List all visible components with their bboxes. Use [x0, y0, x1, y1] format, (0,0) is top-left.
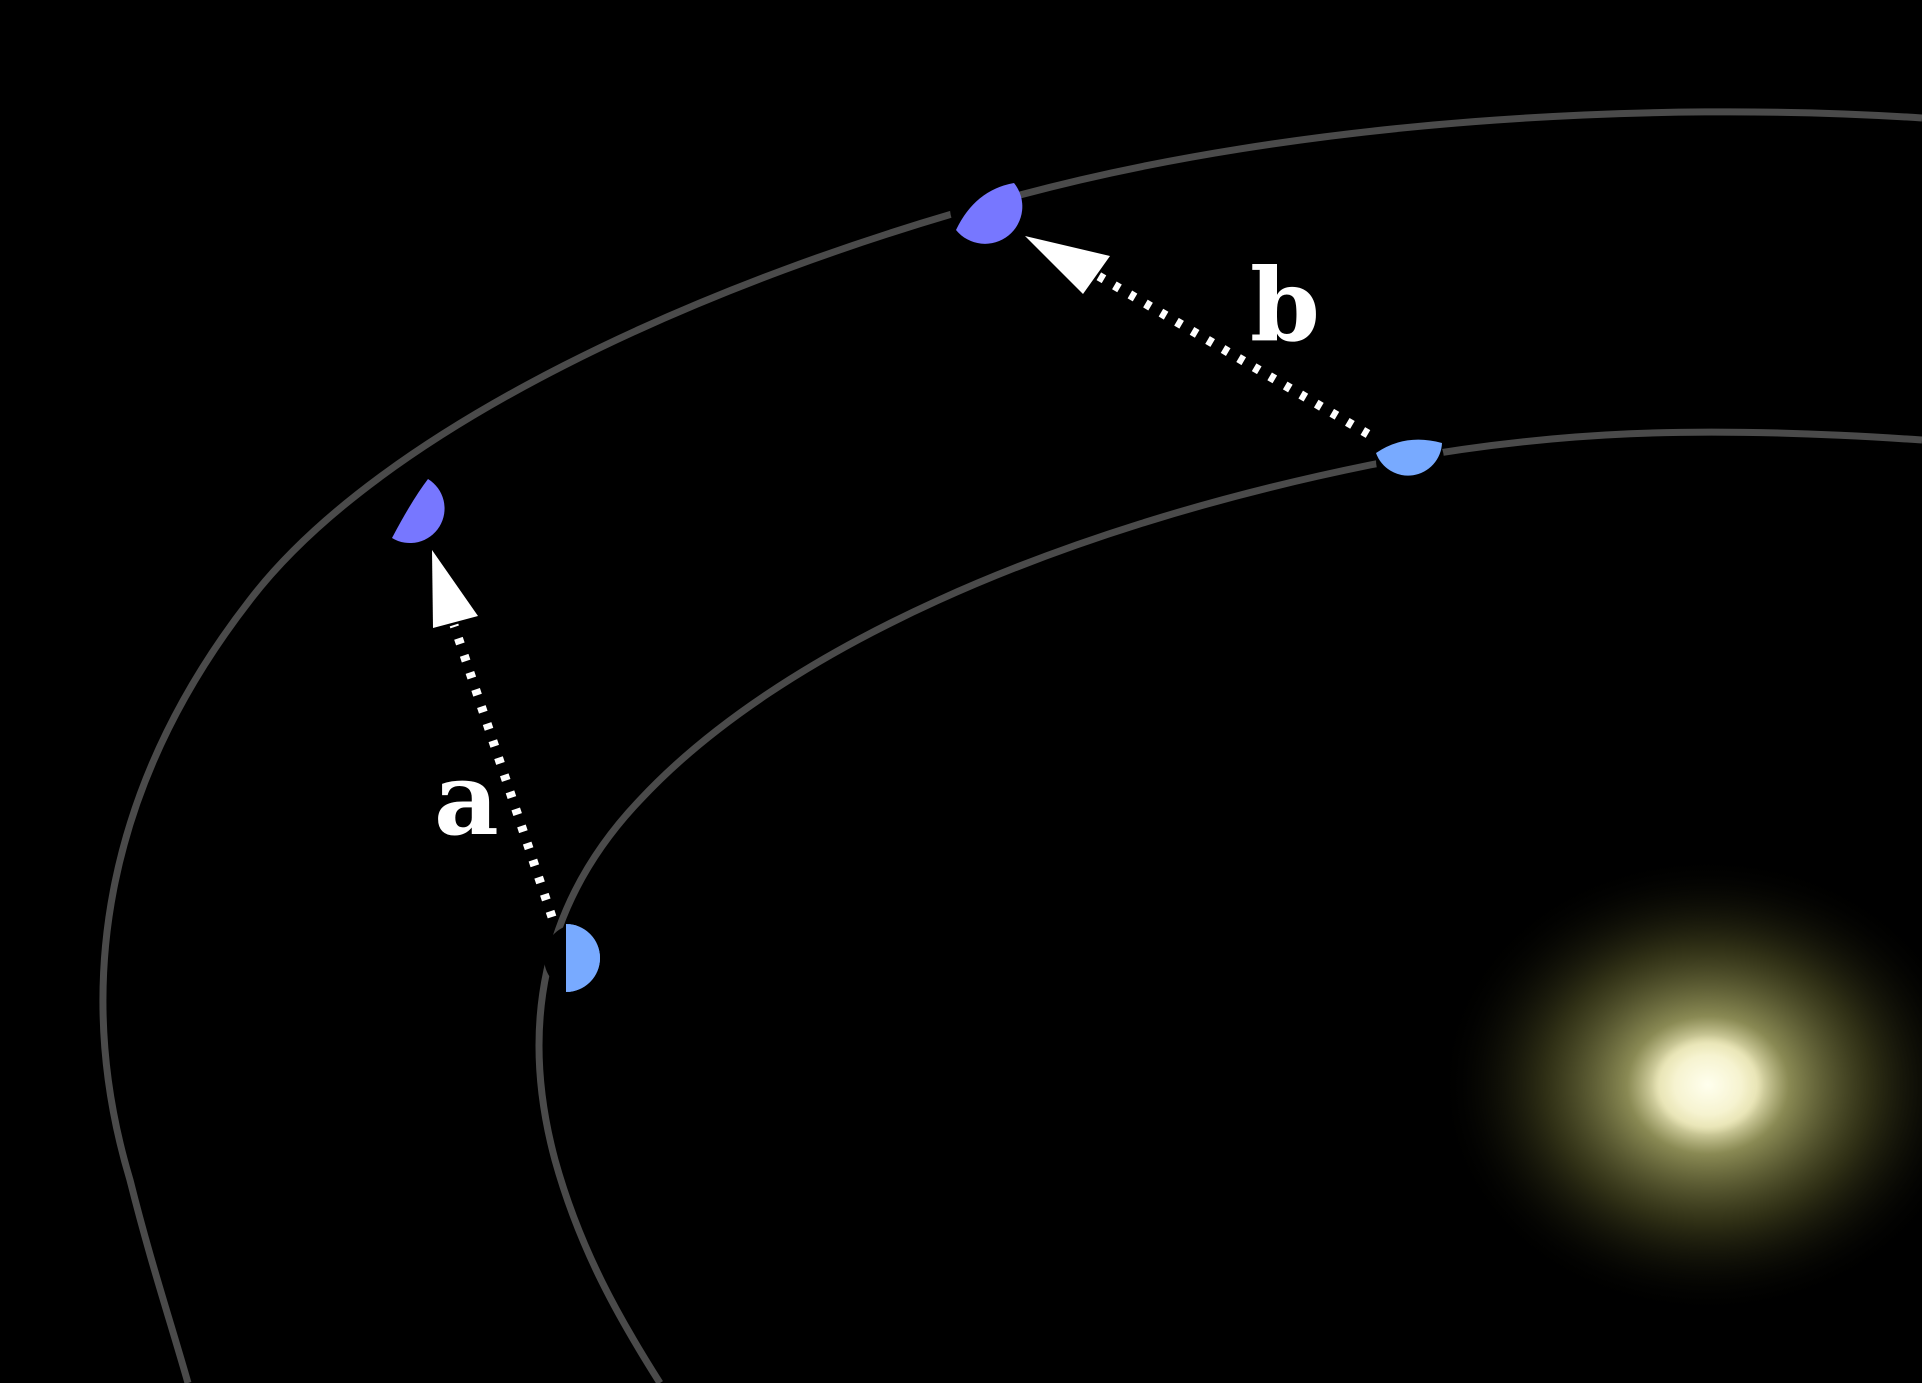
outer-orbit	[99, 108, 1922, 1383]
half-lit-planet-icon	[544, 924, 612, 992]
half-lit-planet-icon	[950, 174, 1023, 244]
arrow-b-head	[1025, 236, 1110, 294]
half-lit-planet-icon	[1376, 426, 1444, 494]
half-lit-planet-icon	[380, 476, 448, 544]
arrow-a-line	[449, 623, 557, 919]
sun-icon	[1652, 1035, 1764, 1135]
label-b: b	[1250, 246, 1320, 364]
inner-orbit	[535, 428, 1922, 1383]
arrow-a-head	[432, 550, 478, 628]
label-a: a	[434, 740, 499, 858]
